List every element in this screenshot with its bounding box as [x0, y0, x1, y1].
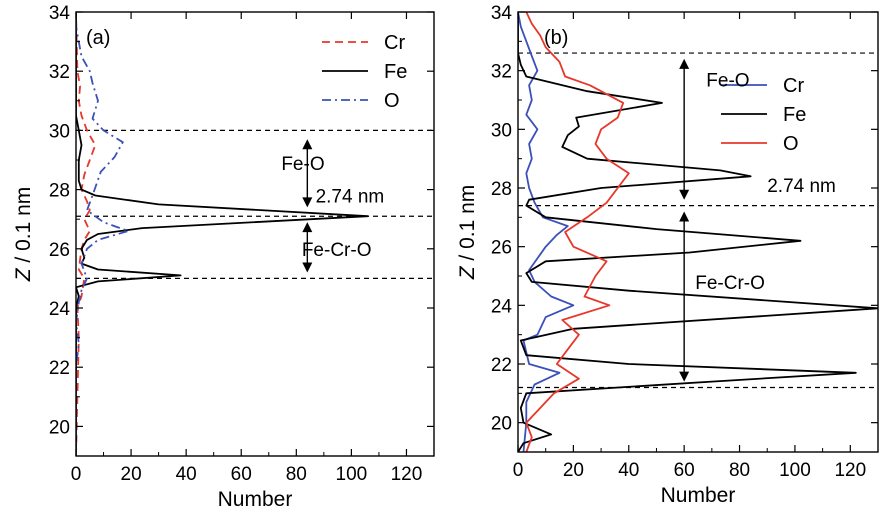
y-tick-label: 20 — [491, 414, 512, 435]
y-tick-label: 26 — [491, 238, 512, 259]
panel-label: (a) — [86, 27, 110, 49]
arrow1-head-down — [679, 189, 690, 200]
y-tick-label: 32 — [49, 62, 70, 83]
arrow2-head-down — [679, 371, 690, 382]
y-axis-label-symbol: Z — [12, 267, 35, 282]
panel-b: 0 20 40 60 80 100 120 20 22 24 26 28 30 32 34 Number Z /… — [456, 3, 879, 507]
y-tick-label: 30 — [491, 120, 512, 141]
arrow2-head-up — [679, 211, 690, 222]
series-line-fe — [76, 12, 369, 456]
y-tick-label: 24 — [491, 296, 513, 317]
arrow1-head-up — [302, 139, 313, 150]
x-tick-label: 40 — [176, 464, 197, 485]
x-tick-label: 60 — [231, 464, 252, 485]
y-tick-label: 20 — [49, 417, 70, 438]
series-line-o — [76, 12, 130, 456]
series-line-o — [525, 12, 630, 452]
y-axis-label-unit: / 0.1 nm — [12, 187, 35, 269]
y-tick-label: 22 — [491, 355, 512, 376]
y-axis-label-unit: / 0.1 nm — [456, 185, 479, 267]
arrow2-label: Fe-Cr-O — [695, 273, 765, 294]
plot-frame — [75, 11, 435, 457]
x-tick-label: 40 — [618, 460, 639, 481]
legend-label-cr: Cr — [384, 32, 405, 54]
arrow1-head-down — [302, 197, 313, 208]
legend-label-cr: Cr — [783, 75, 804, 97]
legend-label-fe: Fe — [384, 61, 407, 83]
y-tick-label: 24 — [49, 299, 71, 320]
y-tick-label: 34 — [49, 3, 71, 24]
panel-a: 0 20 40 60 80 100 120 20 22 24 26 28 30 32 34 Number Z /… — [12, 3, 435, 511]
y-axis-label: Z / 0.1 nm — [456, 185, 479, 281]
x-tick-label: 120 — [834, 460, 866, 481]
thickness-label: 2.74 nm — [316, 187, 385, 208]
series-group — [518, 12, 878, 452]
x-tick-label: 120 — [391, 464, 423, 485]
plot-frame — [517, 11, 879, 453]
y-axis-label-symbol: Z — [456, 265, 479, 280]
x-tick-label: 60 — [674, 460, 695, 481]
x-tick-label: 80 — [729, 460, 750, 481]
series-group — [76, 12, 369, 456]
arrow1-head-up — [679, 58, 690, 69]
x-tick-label: 100 — [336, 464, 368, 485]
thickness-label: 2.74 nm — [767, 176, 836, 197]
panel-label: (b) — [544, 27, 568, 49]
legend-label-o: O — [384, 90, 400, 112]
series-line-fe — [518, 12, 878, 452]
legend-label-fe: Fe — [783, 104, 806, 126]
y-tick-label: 30 — [49, 121, 70, 142]
legend-label-o: O — [783, 133, 799, 155]
x-axis-label: Number — [218, 488, 293, 511]
arrow2-head-up — [302, 222, 313, 233]
arrow1-label: Fe-O — [281, 154, 324, 175]
x-tick-label: 20 — [121, 464, 142, 485]
x-tick-label: 80 — [286, 464, 307, 485]
x-tick-label: 0 — [71, 464, 82, 485]
x-tick-label: 0 — [513, 460, 524, 481]
x-tick-label: 20 — [563, 460, 584, 481]
y-tick-label: 28 — [491, 179, 512, 200]
y-tick-label: 34 — [491, 3, 513, 24]
series-line-cr — [518, 12, 575, 452]
x-tick-label: 100 — [779, 460, 811, 481]
y-tick-label: 26 — [49, 240, 70, 261]
x-axis-label: Number — [661, 484, 736, 507]
arrow2-label: Fe-Cr-O — [302, 240, 372, 261]
y-tick-label: 28 — [49, 181, 70, 202]
arrow2-head-down — [302, 262, 313, 273]
y-tick-label: 22 — [49, 358, 70, 379]
arrow1-label: Fe-O — [706, 70, 749, 91]
y-tick-label: 32 — [491, 62, 512, 83]
y-axis-label: Z / 0.1 nm — [12, 187, 35, 283]
